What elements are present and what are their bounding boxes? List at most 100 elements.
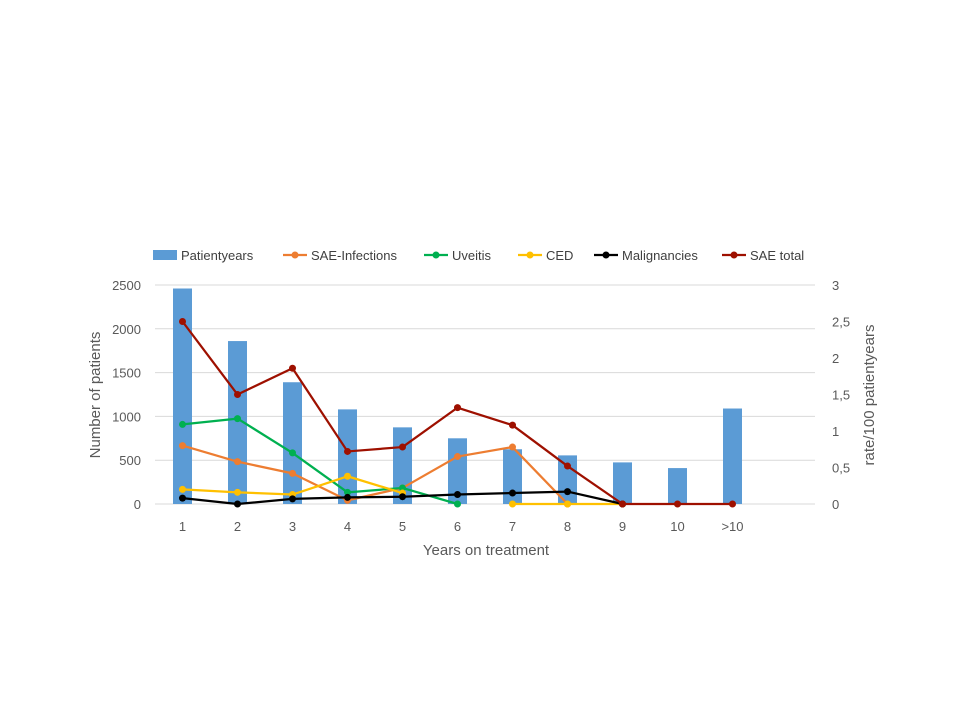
y-tick-label: 500 <box>119 453 141 468</box>
data-point <box>619 500 626 508</box>
data-point <box>289 495 296 503</box>
data-point <box>179 485 186 493</box>
x-tick-label: 10 <box>670 519 684 534</box>
data-point <box>509 443 516 451</box>
gridlines <box>155 284 815 505</box>
bar <box>668 468 687 504</box>
data-point <box>179 494 186 502</box>
data-point <box>729 500 736 508</box>
line-segment <box>401 455 459 490</box>
bar <box>173 288 192 504</box>
legend-label: Patientyears <box>181 248 254 263</box>
y-axis-title: Number of patients <box>87 332 104 459</box>
data-point <box>179 420 186 428</box>
line-segment <box>566 464 624 506</box>
y2-tick-label: 1,5 <box>832 388 850 403</box>
line-segment <box>181 497 239 506</box>
line-series <box>179 472 626 508</box>
y2-tick-label: 2,5 <box>832 315 850 330</box>
data-point <box>454 453 461 461</box>
y2-tick-label: 0 <box>832 497 839 512</box>
data-point <box>344 447 351 455</box>
legend-marker <box>526 251 534 259</box>
legend-label: Uveitis <box>452 248 492 263</box>
x-tick-label: 9 <box>619 519 626 534</box>
x-axis-title: Years on treatment <box>423 542 550 559</box>
legend-marker <box>432 251 440 259</box>
bar <box>723 408 742 504</box>
x-tick-label: 6 <box>454 519 461 534</box>
data-point <box>234 415 241 423</box>
data-point <box>234 500 241 508</box>
data-point <box>509 421 516 429</box>
data-point <box>399 484 406 492</box>
line-segment <box>181 320 239 396</box>
x-tick-label: 5 <box>399 519 406 534</box>
line-segment <box>346 475 404 495</box>
line-segment <box>401 406 459 449</box>
bar <box>283 382 302 504</box>
data-point <box>344 488 351 496</box>
line-segment <box>236 491 294 496</box>
x-tick-label: 4 <box>344 519 351 534</box>
line-segment <box>181 488 239 494</box>
line-series <box>179 318 736 508</box>
legend-label: Malignancies <box>622 248 698 263</box>
bar <box>338 409 357 504</box>
data-point <box>179 442 186 450</box>
line-segment <box>346 495 404 499</box>
line-segment <box>346 445 404 453</box>
y2-axis-title: rate/100 patientyears <box>861 325 878 466</box>
y-tick-label: 0 <box>134 497 141 512</box>
data-point <box>674 500 681 508</box>
legend-marker <box>602 251 610 259</box>
line-segment <box>291 451 349 494</box>
data-point <box>454 500 461 508</box>
data-point <box>509 489 516 497</box>
y-tick-label: 2000 <box>112 322 141 337</box>
y2-tick-label: 0,5 <box>832 461 850 476</box>
y2-tick-label: 3 <box>832 278 839 293</box>
line-segment <box>236 460 294 475</box>
data-point <box>509 500 516 508</box>
data-point <box>399 443 406 451</box>
data-point <box>454 404 461 412</box>
legend: Patientyears SAE-Infections Uveitis CED Mali… <box>153 248 804 263</box>
x-tick-label: >10 <box>721 519 743 534</box>
line-segment <box>181 444 239 463</box>
line-segment <box>511 445 569 506</box>
data-point <box>344 493 351 501</box>
line-segment <box>291 496 349 501</box>
legend-label: CED <box>546 248 573 263</box>
bar-series-patientyears <box>173 288 742 504</box>
line-segment <box>401 493 459 498</box>
y2-tick-label: 2 <box>832 351 839 366</box>
data-point <box>564 500 571 508</box>
bar <box>613 462 632 504</box>
line-series <box>179 415 461 508</box>
line-segment <box>456 406 514 427</box>
line-segment <box>456 445 514 458</box>
data-point <box>234 391 241 398</box>
line-segment <box>236 367 294 396</box>
line-segment <box>346 486 404 494</box>
line-segment <box>566 490 624 506</box>
line-series-group <box>179 318 736 508</box>
line-segment <box>511 424 569 468</box>
line-segment <box>456 491 514 496</box>
data-point <box>289 469 296 477</box>
data-point <box>234 458 241 466</box>
line-segment <box>511 490 569 495</box>
data-point <box>289 449 296 457</box>
data-point <box>454 491 461 499</box>
legend-marker <box>291 251 299 259</box>
axes: 0 500 1000 1500 2000 2500 0 0,5 1 1,5 2 2,5 3 1 2 3 4 5 6 7… <box>112 278 850 534</box>
y-tick-label: 2500 <box>112 278 141 293</box>
x-tick-label: 2 <box>234 519 241 534</box>
x-tick-label: 1 <box>179 519 186 534</box>
x-tick-label: 7 <box>509 519 516 534</box>
line-segment <box>181 417 239 426</box>
x-tick-label: 8 <box>564 519 571 534</box>
data-point <box>179 318 186 325</box>
